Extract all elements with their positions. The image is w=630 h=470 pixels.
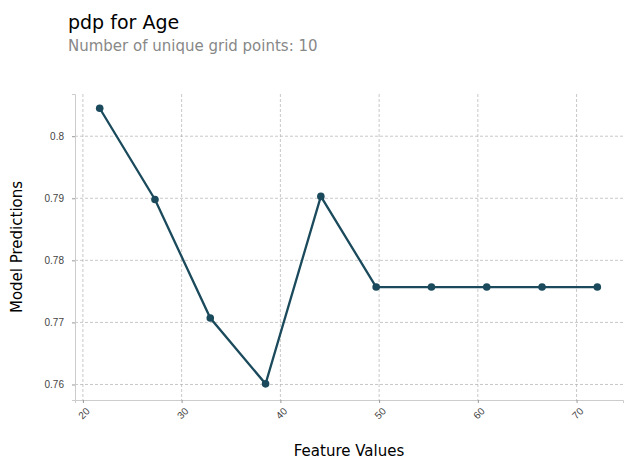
grid-line-x [181, 94, 182, 400]
grid-line-y [75, 322, 623, 323]
line [100, 108, 598, 384]
grid-line-x [82, 94, 83, 400]
x-tick-label: 40 [274, 405, 290, 421]
grid [75, 94, 623, 400]
y-axis-title: Model Predictions [8, 181, 26, 313]
x-axis: 20 30 40 50 60 70 [76, 400, 624, 421]
y-tick-mark [72, 322, 75, 323]
y-tick-mark [72, 260, 75, 261]
x-tick: 60 [471, 400, 487, 421]
x-axis-title: Feature Values [294, 442, 405, 460]
x-tick-label: 50 [372, 405, 388, 421]
y-tick-label: 0.78 [45, 255, 65, 266]
point [372, 283, 380, 291]
point [538, 283, 546, 291]
x-tick: 30 [175, 400, 191, 421]
y-tick: 0.77 [45, 317, 75, 328]
point [206, 314, 214, 322]
y-tick: 0.79 [45, 193, 75, 204]
grid-line-x [280, 94, 281, 400]
grid-line-y [75, 384, 623, 385]
x-tick-label: 70 [570, 405, 586, 421]
y-tick: 0.8 [50, 131, 75, 142]
x-tick-mark [379, 400, 380, 403]
x-tick-label: 20 [76, 405, 92, 421]
point [483, 283, 491, 291]
y-tick-label: 0.8 [50, 131, 64, 142]
y-tick: 0.76 [45, 379, 75, 390]
subtitle: Number of unique grid points: 10 [68, 37, 318, 55]
x-tick-label: 30 [175, 405, 191, 421]
point [96, 104, 104, 112]
plot-area: 20 30 40 50 60 70 0.76 0.77 0.78 0.79 0.8 [45, 94, 624, 421]
x-tick-label: 60 [471, 405, 487, 421]
grid-line-x [576, 94, 577, 400]
x-tick: 70 [570, 400, 586, 421]
y-tick-mark [72, 136, 75, 137]
marks [96, 104, 601, 387]
y-axis-line [72, 95, 76, 401]
y-tick-label: 0.77 [45, 317, 65, 328]
y-axis: 0.76 0.77 0.78 0.79 0.8 [45, 95, 76, 401]
x-tick-mark [280, 400, 281, 403]
point [428, 283, 436, 291]
chart: pdp for Age Number of unique grid points:… [0, 0, 630, 470]
point [594, 283, 602, 291]
y-tick-label: 0.76 [45, 379, 65, 390]
grid-line-x [477, 94, 478, 400]
x-tick-mark [478, 400, 479, 403]
x-tick: 50 [372, 400, 388, 421]
x-tick-mark [182, 400, 183, 403]
x-tick: 20 [76, 400, 92, 421]
point [262, 380, 270, 388]
y-tick-label: 0.79 [45, 193, 65, 204]
point [151, 196, 159, 204]
x-tick-mark [83, 400, 84, 403]
title: pdp for Age [68, 11, 179, 33]
y-tick-mark [72, 384, 75, 385]
grid-line-y [75, 136, 623, 137]
grid-line-x [379, 94, 380, 400]
y-tick-mark [72, 198, 75, 199]
y-tick: 0.78 [45, 255, 75, 266]
x-tick-mark [577, 400, 578, 403]
point [317, 193, 325, 201]
grid-line-y [75, 260, 623, 261]
x-axis-line [76, 401, 624, 404]
x-tick: 40 [274, 400, 290, 421]
